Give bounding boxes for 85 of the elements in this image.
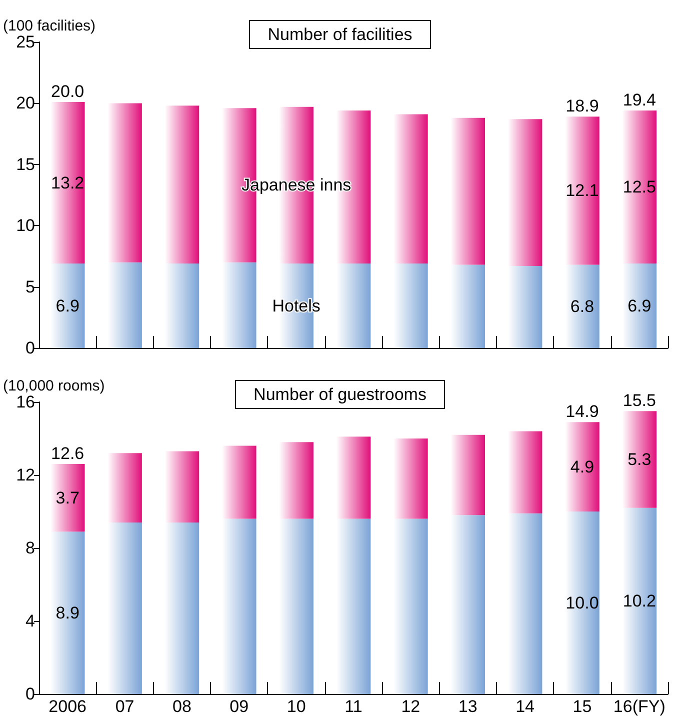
bar <box>622 411 657 508</box>
y-tick-label: 25 <box>16 32 35 52</box>
x-tick-label: 16(FY) <box>613 697 666 716</box>
total-label: 14.9 <box>566 402 599 422</box>
bar <box>394 114 428 264</box>
bar <box>450 264 486 348</box>
y-tick-label: 12 <box>16 466 35 484</box>
y-tick-label: 10 <box>16 216 35 236</box>
total-label: 12.6 <box>51 444 84 464</box>
bar <box>50 264 85 348</box>
bar <box>508 266 542 348</box>
data-label: 8.9 <box>56 603 80 622</box>
bar <box>279 518 314 694</box>
bar <box>450 434 486 516</box>
bar <box>394 438 428 519</box>
bar <box>222 262 256 348</box>
y-tick-label: 16 <box>16 392 35 412</box>
bar <box>279 442 314 519</box>
bar <box>336 436 371 519</box>
x-tick-label: 12 <box>401 697 420 716</box>
data-label: 6.9 <box>56 296 80 316</box>
data-label: 6.8 <box>570 296 594 316</box>
y-axis-title: (10,000 rooms) <box>3 378 105 395</box>
x-tick-label: 2006 <box>48 697 87 716</box>
total-label: 20.0 <box>51 82 84 101</box>
bar <box>565 422 600 512</box>
y-tick-label: 4 <box>26 612 35 630</box>
y-axis-title: (100 facilities) <box>3 18 96 35</box>
bar <box>164 264 200 348</box>
data-label: 13.2 <box>51 173 84 192</box>
total-label: 15.5 <box>622 391 656 410</box>
bar <box>50 464 85 532</box>
data-label: 12.5 <box>622 178 656 197</box>
y-tick-label: 8 <box>26 538 35 558</box>
bar <box>108 262 142 348</box>
bar <box>108 522 142 694</box>
bar <box>565 512 600 694</box>
y-tick-label: 0 <box>26 338 35 358</box>
bar <box>108 453 142 522</box>
data-label: 3.7 <box>56 488 80 508</box>
x-tick-label: 09 <box>230 697 249 716</box>
x-tick-label: 11 <box>344 697 362 716</box>
bar <box>50 102 85 264</box>
bar <box>622 264 657 348</box>
bar <box>164 451 200 522</box>
bar <box>336 264 371 348</box>
series-label: Hotels <box>272 296 320 316</box>
x-tick-label: 08 <box>172 697 192 716</box>
bar <box>164 522 200 694</box>
bar <box>508 119 542 266</box>
x-tick-label: 10 <box>286 697 306 716</box>
y-tick-label: 5 <box>26 277 35 296</box>
bar <box>394 518 428 694</box>
data-label: 10.0 <box>566 593 599 612</box>
bar <box>565 264 600 348</box>
x-tick-label: 15 <box>572 697 592 716</box>
bar <box>50 532 85 694</box>
bar <box>164 106 200 264</box>
y-tick-label: 15 <box>16 154 35 174</box>
data-label: 6.9 <box>628 296 652 316</box>
bar <box>108 103 142 262</box>
y-tick-label: 0 <box>26 684 35 704</box>
chart-title: Number of guestrooms <box>254 385 426 404</box>
x-tick-label: 14 <box>516 697 535 716</box>
y-tick-label: 20 <box>16 94 35 113</box>
x-tick-label: 07 <box>115 697 134 716</box>
data-label: 12.1 <box>566 181 599 200</box>
chart-title: Number of facilities <box>268 25 412 44</box>
bar <box>508 513 542 694</box>
bar <box>565 116 600 265</box>
bar <box>450 515 486 694</box>
bar <box>394 264 428 348</box>
bar <box>222 518 256 694</box>
data-label: 5.3 <box>628 450 652 469</box>
bar <box>622 110 657 264</box>
bar <box>222 446 256 519</box>
bar <box>336 518 371 694</box>
data-label: 4.9 <box>570 457 594 476</box>
bar <box>450 118 486 265</box>
data-label: 10.2 <box>622 591 656 610</box>
bar <box>622 508 657 694</box>
x-tick-label: 13 <box>458 697 478 716</box>
total-label: 19.4 <box>622 90 656 110</box>
bar <box>508 431 542 514</box>
total-label: 18.9 <box>566 96 599 116</box>
